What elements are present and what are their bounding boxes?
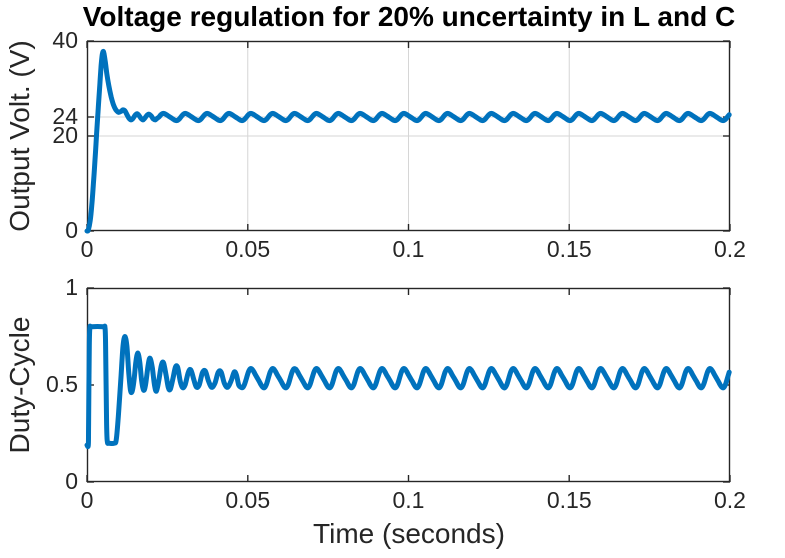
y-tick-label: 0: [65, 217, 78, 243]
x-tick-label: 0.1: [392, 487, 425, 513]
x-tick-label: 0: [80, 487, 94, 513]
duty-cycle-axes: [84, 287, 732, 483]
x-tick-label: 0.15: [546, 236, 592, 262]
duty-cycle-plot-svg: [84, 287, 732, 483]
y-tick-label: 40: [52, 27, 78, 53]
x-tick-label: 0.1: [392, 236, 425, 262]
y-tick-label: 0: [65, 468, 78, 494]
output-voltage-line: [84, 48, 732, 234]
x-tick-label: 0: [80, 236, 94, 262]
x-tick-label: 0.05: [225, 236, 271, 262]
y-tick-label: 24: [52, 103, 78, 129]
figure-title: Voltage regulation for 20% uncertainty i…: [82, 1, 736, 32]
voltage-plot-svg: [84, 40, 732, 234]
y-tick-label: 0.5: [46, 371, 78, 397]
time-xlabel: Time (seconds): [313, 518, 505, 549]
x-tick-label: 0.2: [714, 487, 746, 513]
x-tick-label: 0.2: [714, 236, 746, 262]
y-tick-label: 1: [65, 274, 78, 300]
x-tick-label: 0.15: [546, 487, 592, 513]
duty-cycle-line: [84, 323, 732, 450]
y-tick-label: 20: [52, 122, 78, 148]
x-tick-label: 0.05: [225, 487, 271, 513]
voltage-axes: [84, 40, 732, 234]
